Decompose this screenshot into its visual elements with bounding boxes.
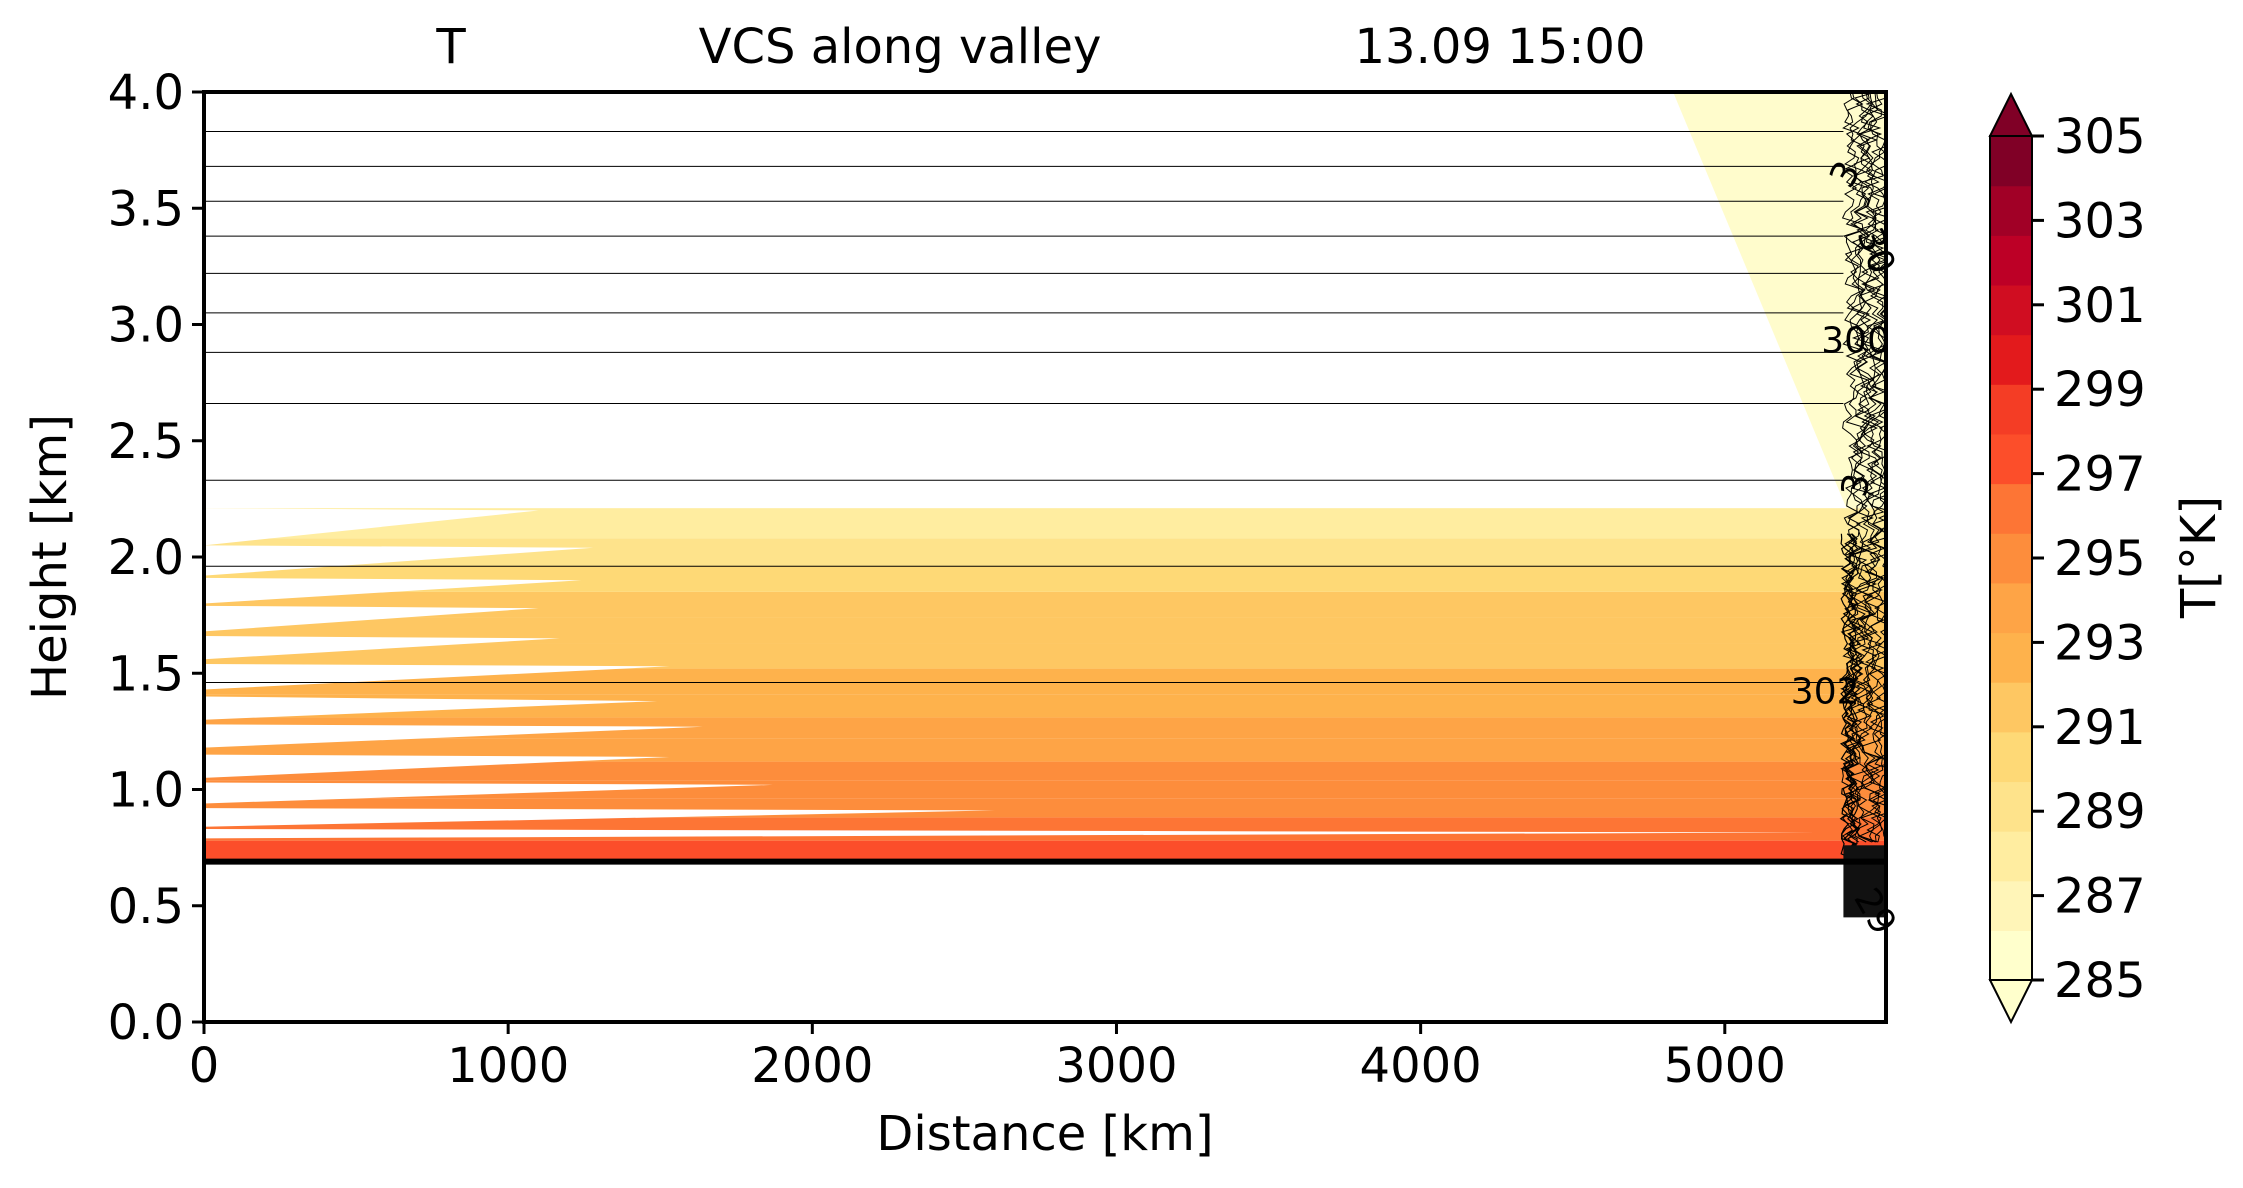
y-tick-label: 3.5 — [108, 181, 184, 237]
colorbar-tick-label: 299 — [2054, 362, 2146, 418]
x-tick-label: 2000 — [751, 1038, 873, 1094]
colorbar — [1988, 91, 2034, 1025]
colorbar-extend-max — [1988, 91, 2034, 137]
contour-squiggle — [1867, 92, 1886, 843]
colorbar-tick-label: 295 — [2054, 531, 2146, 587]
contour-squiggle — [1853, 92, 1878, 843]
x-tick-label: 5000 — [1664, 1038, 1786, 1094]
y-tick-label: 2.5 — [108, 414, 184, 470]
colorbar-segment — [1990, 483, 2032, 534]
x-axis-label: Distance [km] — [876, 1106, 1213, 1162]
colorbar-tick-label: 297 — [2054, 447, 2146, 503]
contour-cluster — [1839, 92, 1886, 918]
contour-label: 302 — [1791, 671, 1860, 712]
contour-cluster-dark — [1843, 845, 1886, 918]
title-variable: T — [435, 19, 466, 75]
colorbar-tick-label: 289 — [2054, 784, 2146, 840]
temperature-bands — [204, 508, 1886, 862]
colorbar-tick-label: 287 — [2054, 869, 2146, 925]
colorbar-segment — [1990, 533, 2032, 584]
x-tick-label: 3000 — [1055, 1038, 1177, 1094]
contour-squiggle — [1860, 92, 1885, 843]
x-tick-label: 4000 — [1360, 1038, 1482, 1094]
white-wedge — [204, 508, 539, 546]
y-axis-ticks: 0.0 0.5 1.0 1.5 2.0 2.5 3.0 3.5 4.0 — [108, 65, 204, 1051]
colorbar-segment — [1990, 136, 2032, 187]
white-wedge — [204, 636, 560, 660]
white-wedge — [204, 696, 658, 720]
temperature-band — [204, 694, 1886, 718]
white-wedge — [204, 782, 773, 804]
mountain-wedge — [1673, 92, 1886, 509]
contour-squiggle — [1840, 92, 1865, 843]
temperature-band — [204, 840, 1886, 862]
colorbar-segment — [1990, 334, 2032, 385]
y-tick-label: 0.0 — [108, 995, 184, 1051]
colorbar-segment — [1990, 930, 2032, 981]
colorbar-ticks: 285 287 289 291 293 295 297 299 301 303 305 — [2032, 109, 2146, 1009]
white-wedges — [204, 508, 1817, 839]
colorbar-segment — [1990, 582, 2032, 634]
contour-squiggle — [1842, 533, 1858, 860]
y-tick-label: 0.5 — [108, 879, 184, 935]
white-wedge — [204, 605, 539, 632]
colorbar-tick-label: 293 — [2054, 615, 2146, 671]
colorbar-tick-label: 285 — [2054, 953, 2146, 1009]
contour-squiggle — [1844, 533, 1861, 860]
white-wedge — [204, 829, 1817, 839]
white-wedge — [204, 545, 594, 576]
colorbar-extend-min — [1988, 979, 2034, 1025]
temperature-band — [204, 566, 1886, 592]
colorbar-label: T[°K] — [2171, 496, 2227, 619]
temperature-band — [204, 761, 1886, 781]
y-tick-label: 4.0 — [108, 65, 184, 121]
y-tick-label: 3.0 — [108, 298, 184, 354]
temperature-band — [204, 591, 1886, 618]
colorbar-segment — [1990, 185, 2032, 236]
colorbar-tick-label: 301 — [2054, 278, 2146, 334]
x-tick-label: 0 — [189, 1038, 220, 1094]
colorbar-segment — [1990, 831, 2032, 882]
contour-squiggle — [1850, 92, 1876, 843]
colorbar-segment — [1990, 682, 2032, 733]
temperature-band — [204, 738, 1886, 762]
contour-squiggle — [1845, 533, 1862, 860]
colorbar-segment — [1990, 632, 2032, 683]
white-wedge — [204, 754, 670, 778]
temperature-band — [204, 717, 1886, 739]
y-tick-label: 1.5 — [108, 646, 184, 702]
colorbar-segment — [1990, 781, 2032, 832]
colorbar-tick-label: 305 — [2054, 109, 2146, 165]
y-tick-label: 2.0 — [108, 530, 184, 586]
x-tick-label: 1000 — [447, 1038, 569, 1094]
plot-area — [204, 92, 1886, 918]
colorbar-segment — [1990, 880, 2032, 931]
mountain-shading — [1673, 92, 1886, 509]
colorbar-segment — [1990, 433, 2032, 485]
colorbar-segment — [1990, 384, 2032, 435]
title-datetime: 13.09 15:00 — [1355, 19, 1646, 75]
colorbar-segment — [1990, 235, 2032, 286]
colorbar-tick-label: 303 — [2054, 193, 2146, 249]
white-wedge — [204, 663, 670, 690]
contour-lines — [204, 131, 1844, 684]
colorbar-tick-label: 291 — [2054, 700, 2146, 756]
contour-squiggle — [1870, 92, 1886, 840]
contour-label: 300 — [1821, 320, 1890, 361]
x-axis-ticks: 0 1000 2000 3000 4000 5000 — [189, 1022, 1786, 1094]
white-wedge — [204, 577, 582, 604]
temperature-band — [204, 643, 1886, 669]
colorbar-segment — [1990, 284, 2032, 336]
y-tick-label: 1.0 — [108, 763, 184, 819]
y-axis-label: Height [km] — [22, 414, 78, 700]
white-wedge — [204, 808, 995, 827]
white-wedge — [204, 724, 703, 748]
title-section: VCS along valley — [699, 19, 1102, 75]
colorbar-segment — [1990, 731, 2032, 783]
